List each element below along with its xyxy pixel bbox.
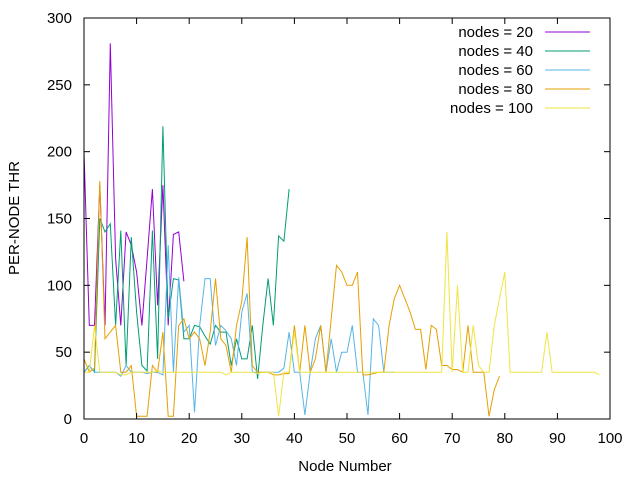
legend-label-5: nodes = 100 [450,100,533,117]
series-line-1 [83,43,185,326]
y-tick-label: 300 [47,10,72,27]
legend-label-4: nodes = 80 [458,81,533,98]
legend: nodes = 20 nodes = 40 nodes = 60 nodes = 80… [450,24,590,117]
x-tick-label: 0 [80,430,88,447]
x-tick-label: 60 [391,430,408,447]
series-line-4 [83,181,500,417]
series-line-3 [83,245,395,416]
y-axis-title: PER-NODE THR [6,161,23,275]
y-tick-label: 200 [47,144,72,161]
x-tick-label: 100 [597,430,622,447]
y-tick-label: 100 [47,277,72,294]
legend-label-2: nodes = 40 [458,43,533,60]
series-layer [83,43,600,417]
ticks-layer: 0 10 20 30 40 50 60 70 80 90 100 0 50 100 150 200 250 300 [47,10,623,447]
x-tick-label: 70 [444,430,461,447]
series-line-2 [83,126,290,379]
x-tick-label: 50 [339,430,356,447]
x-tick-label: 80 [496,430,513,447]
x-tick-label: 30 [233,430,250,447]
y-tick-label: 0 [64,411,72,428]
y-tick-label: 150 [47,211,72,228]
x-axis-title: Node Number [298,458,391,475]
x-tick-label: 10 [128,430,145,447]
legend-label-1: nodes = 20 [458,24,533,41]
x-tick-label: 20 [181,430,198,447]
y-tick-label: 250 [47,77,72,94]
x-tick-label: 90 [549,430,566,447]
legend-label-3: nodes = 60 [458,62,533,79]
y-tick-label: 50 [55,344,72,361]
series-line-5 [84,231,600,417]
x-tick-label: 40 [286,430,303,447]
